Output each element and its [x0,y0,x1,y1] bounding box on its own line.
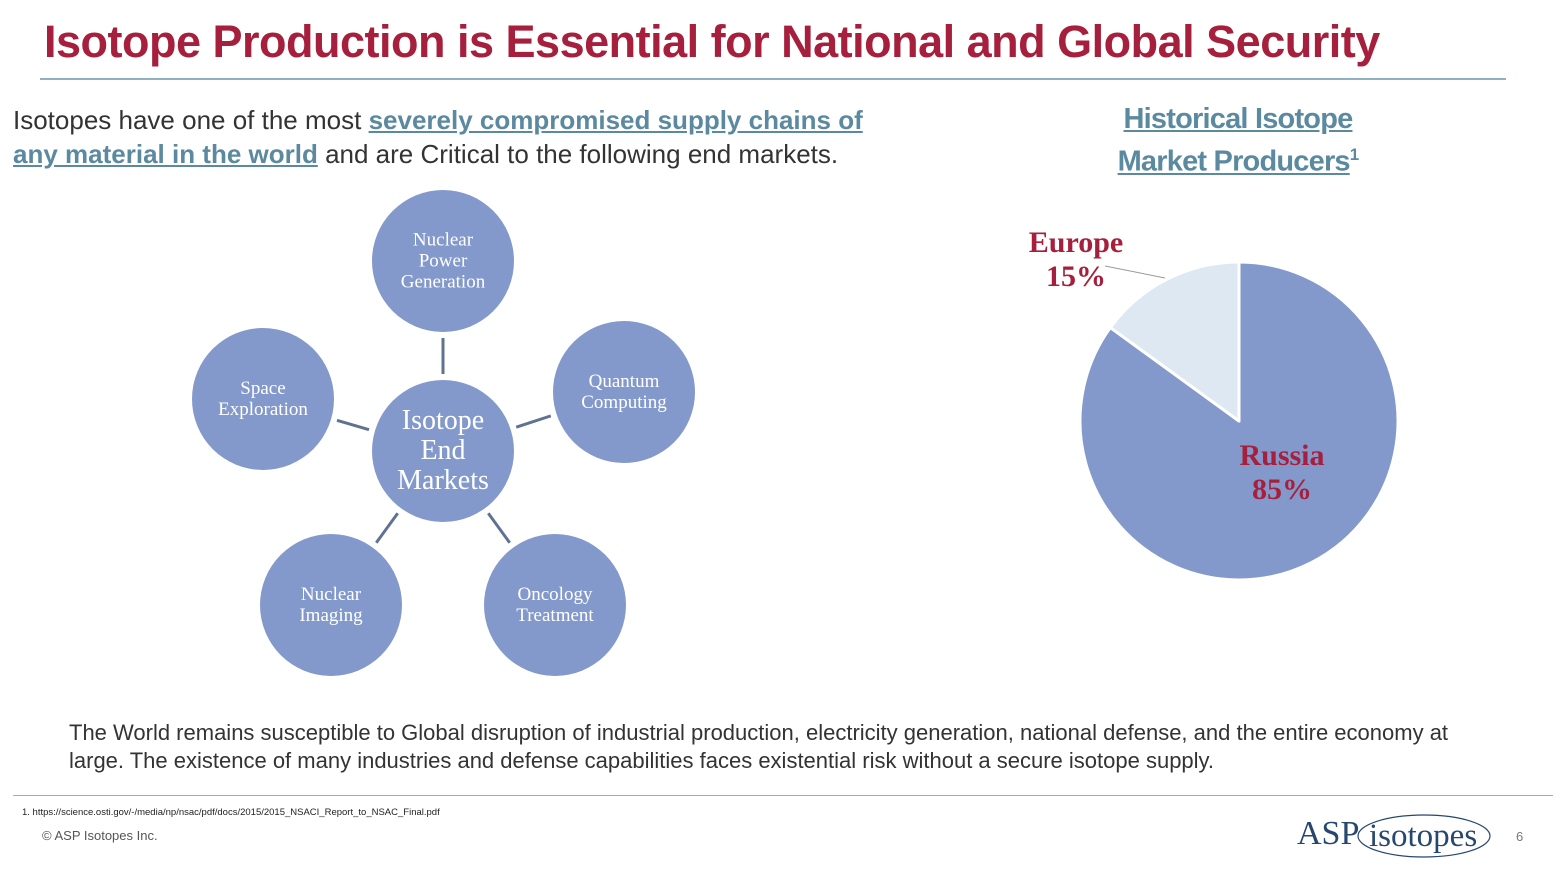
connector-oncology-treatment [487,512,511,544]
russia-label: Russia [1239,439,1325,472]
connector-quantum-computing [515,414,552,429]
node-label-quantum-computing-line: Computing [581,392,667,413]
node-label-oncology-treatment-line: Oncology [517,584,593,605]
node-label-quantum-computing: Quantum Computing [581,371,667,413]
center-node-label-line: Isotope [401,405,485,436]
slide-title: Isotope Production is Essential for Nati… [44,16,1380,67]
intro-text-before: Isotopes have one of the most [13,105,369,135]
intro-text-after: and are Critical to the following end ma… [317,139,839,169]
company-logo: ASP isotopes [1297,812,1495,860]
pie-slice-europe [1108,260,1241,423]
page-number: 6 [1516,829,1524,844]
closing-paragraph: The World remains susceptible to Global … [69,720,1449,773]
node-label-nuclear-imaging-line: Nuclear [300,584,362,605]
node-oncology-treatment [484,534,626,676]
intro-paragraph: Isotopes have one of the most severely c… [13,103,893,171]
pie-chart [1078,260,1400,582]
source-footnote: 1. https://science.osti.gov/-/media/np/n… [22,807,440,818]
logo-isotopes-text: isotopes [1369,818,1478,854]
diagram-connectors [336,338,552,544]
footer-divider [13,795,1553,796]
node-label-nuclear-imaging-line: Imaging [299,605,363,626]
connector-space-exploration [336,418,370,432]
center-node-label-line: Markets [397,465,489,496]
node-label-nuclear-imaging: Nuclear Imaging [299,584,362,626]
russia-percent: 85% [1252,473,1312,506]
europe-percent: 15% [1046,260,1106,293]
center-node-label: Isotope End Markets [397,406,489,496]
pie-title: Historical Isotope Market Producers1 [1078,101,1398,180]
node-label-space-exploration: Space Exploration [218,378,308,420]
europe-leader-line [1104,265,1166,279]
pie-label-europe: Europe 15% [1021,226,1131,294]
node-label-oncology-treatment: Oncology Treatment [516,584,593,626]
supply-chain-link[interactable]: severely compromised supply chains of an… [13,105,863,169]
node-label-space-exploration-line: Exploration [218,399,308,420]
node-quantum-computing [553,321,695,463]
node-nuclear-power-generation [372,190,514,332]
node-label-quantum-computing-line: Quantum [588,371,660,392]
node-label-nuclear-power-generation-line: Power [418,250,468,272]
europe-label: Europe [1028,226,1124,259]
logo-ellipse-icon [1357,814,1491,858]
node-label-space-exploration-line: Space [240,378,286,399]
diagram-circles [192,190,695,676]
node-label-oncology-treatment-line: Treatment [516,605,594,626]
connector-nuclear-imaging [375,512,399,544]
logo-asp-text: ASP [1297,815,1360,852]
title-divider [40,78,1506,80]
center-node-label-line: End [420,435,466,466]
node-label-nuclear-power-generation: Nuclear Power Generation [401,230,485,293]
pie-title-text: Historical Isotope Market Producers [1117,103,1354,178]
pie-label-russia: Russia 85% [1226,439,1338,507]
node-label-nuclear-power-generation-line: Generation [400,271,486,293]
node-nuclear-imaging [260,534,402,676]
center-node [372,380,514,522]
node-label-nuclear-power-generation-line: Nuclear [412,229,474,251]
node-space-exploration [192,328,334,470]
pie-title-footnote-ref: 1 [1349,145,1359,164]
copyright: © ASP Isotopes Inc. [42,828,158,843]
